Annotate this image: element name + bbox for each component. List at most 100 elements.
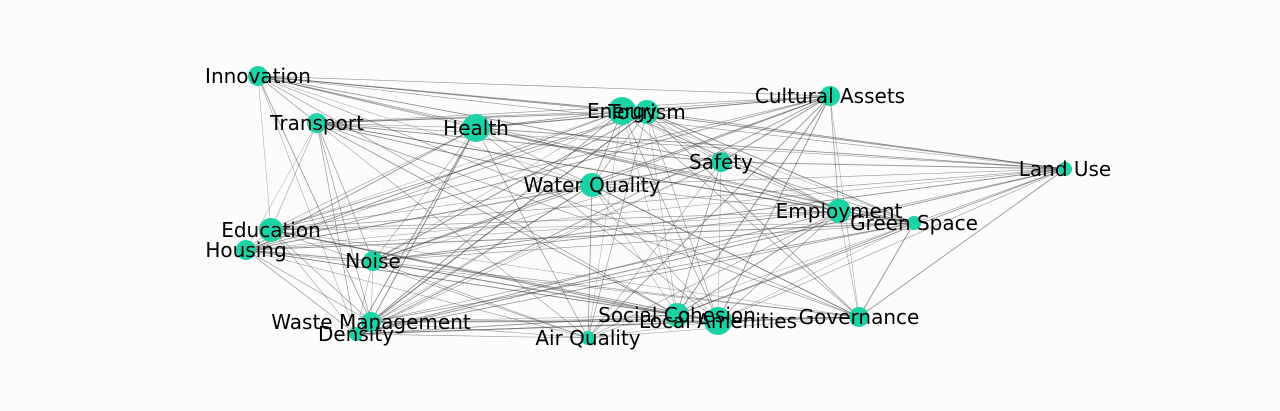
- edge-tourism-water_quality: [591, 111, 648, 186]
- edge-tourism-social_cohesion: [646, 111, 678, 316]
- node-label-transport: Transport: [269, 111, 364, 135]
- edge-noise-air_quality: [372, 260, 589, 339]
- node-governance[interactable]: [849, 307, 869, 327]
- edge-transport-safety: [316, 122, 722, 163]
- edge-governance-waste_management: [370, 316, 860, 323]
- node-water-quality[interactable]: [580, 173, 604, 197]
- edge-social_cohesion-waste_management: [370, 314, 678, 323]
- node-education[interactable]: [259, 218, 283, 242]
- edge-noise-governance: [372, 260, 860, 318]
- edge-safety-noise: [372, 161, 722, 262]
- edge-tourism-density: [355, 111, 648, 335]
- node-label-housing: Housing: [205, 238, 286, 262]
- edge-water_quality-housing: [245, 184, 593, 251]
- node-employment[interactable]: [827, 199, 851, 223]
- edge-green_space-social_cohesion: [676, 222, 915, 316]
- edge-social_cohesion-density: [355, 314, 678, 335]
- edge-tourism-land_use: [646, 111, 1066, 170]
- node-label-safety: Safety: [689, 150, 753, 174]
- edge-land_use-housing: [245, 168, 1066, 251]
- node-innovation[interactable]: [248, 66, 268, 86]
- node-label-noise: Noise: [345, 249, 400, 273]
- edge-water_quality-governance: [591, 184, 860, 318]
- edge-innovation-education: [257, 75, 272, 231]
- edge-noise-waste_management: [370, 260, 374, 323]
- edge-cultural_assets-social_cohesion: [676, 95, 831, 316]
- node-health[interactable]: [462, 114, 490, 142]
- edge-health-air_quality: [475, 127, 589, 339]
- edge-cultural_assets-local_amenities: [717, 95, 831, 322]
- node-green-space[interactable]: [907, 216, 921, 230]
- node-label-tourism: Tourism: [607, 100, 685, 124]
- edge-education-waste_management: [270, 229, 372, 323]
- edge-energy-noise: [372, 110, 623, 262]
- edge-governance-density: [355, 316, 860, 335]
- edge-safety-waste_management: [370, 161, 722, 323]
- edge-safety-density: [355, 161, 722, 335]
- node-energy[interactable]: [608, 97, 636, 125]
- node-density[interactable]: [349, 327, 363, 341]
- edge-cultural_assets-water_quality: [591, 95, 831, 186]
- node-housing[interactable]: [236, 240, 256, 260]
- edge-cultural_assets-density: [355, 95, 831, 335]
- node-air-quality[interactable]: [581, 331, 595, 345]
- edge-employment-air_quality: [587, 210, 840, 339]
- node-social-cohesion[interactable]: [665, 303, 689, 327]
- edge-cultural_assets-air_quality: [587, 95, 831, 339]
- edge-employment-noise: [372, 210, 840, 262]
- edge-housing-local_amenities: [245, 249, 719, 322]
- edge-land_use-local_amenities: [717, 168, 1066, 322]
- node-label-green-space: Green Space: [850, 211, 978, 235]
- edge-innovation-tourism: [257, 75, 648, 113]
- edge-transport-noise: [316, 122, 374, 262]
- edge-land_use-education: [270, 168, 1066, 231]
- edge-health-energy: [475, 110, 623, 129]
- node-safety[interactable]: [711, 152, 731, 172]
- edge-housing-density: [245, 249, 357, 335]
- node-label-waste-management: Waste Management: [271, 310, 471, 334]
- node-waste-management[interactable]: [361, 312, 381, 332]
- node-label-social-cohesion: Social Cohesion: [598, 303, 756, 327]
- edge-education-air_quality: [270, 229, 589, 339]
- node-cultural-assets[interactable]: [820, 86, 840, 106]
- edge-education-governance: [270, 229, 860, 318]
- edge-education-local_amenities: [270, 229, 719, 322]
- edge-energy-social_cohesion: [621, 110, 678, 316]
- edge-water_quality-air_quality: [587, 184, 593, 339]
- edge-water_quality-social_cohesion: [591, 184, 678, 316]
- edge-safety-air_quality: [587, 161, 722, 339]
- edge-noise-local_amenities: [372, 260, 719, 322]
- node-transport[interactable]: [307, 113, 327, 133]
- edge-land_use-density: [355, 168, 1066, 335]
- edge-transport-governance: [316, 122, 860, 318]
- edge-noise-density: [355, 260, 374, 335]
- edge-education-density: [270, 229, 357, 335]
- edge-density-air_quality: [355, 333, 589, 339]
- edge-innovation-safety: [257, 75, 722, 163]
- edge-innovation-transport: [257, 75, 318, 124]
- node-label-cultural-assets: Cultural Assets: [755, 84, 905, 108]
- node-label-energy: Energy: [587, 99, 657, 123]
- edge-water_quality-density: [355, 184, 593, 335]
- node-land-use[interactable]: [1058, 162, 1072, 176]
- edge-green_space-governance: [858, 222, 915, 318]
- edge-employment-local_amenities: [717, 210, 840, 322]
- edge-safety-employment: [720, 161, 840, 212]
- edge-innovation-density: [257, 75, 357, 335]
- node-noise[interactable]: [363, 251, 383, 271]
- edge-innovation-green_space: [257, 75, 915, 224]
- edge-tourism-cultural_assets: [646, 95, 831, 113]
- edge-employment-housing: [245, 210, 840, 251]
- edge-safety-green_space: [720, 161, 915, 224]
- node-label-water-quality: Water Quality: [524, 173, 661, 197]
- node-tourism[interactable]: [635, 100, 659, 124]
- node-local-amenities[interactable]: [704, 307, 732, 335]
- edge-safety-land_use: [720, 161, 1066, 170]
- node-label-innovation: Innovation: [205, 64, 311, 88]
- edge-water_quality-education: [270, 184, 593, 231]
- edge-transport-education: [270, 122, 318, 231]
- nodes-layer: [236, 66, 1072, 345]
- node-label-density: Density: [318, 322, 394, 346]
- edge-land_use-social_cohesion: [676, 168, 1066, 316]
